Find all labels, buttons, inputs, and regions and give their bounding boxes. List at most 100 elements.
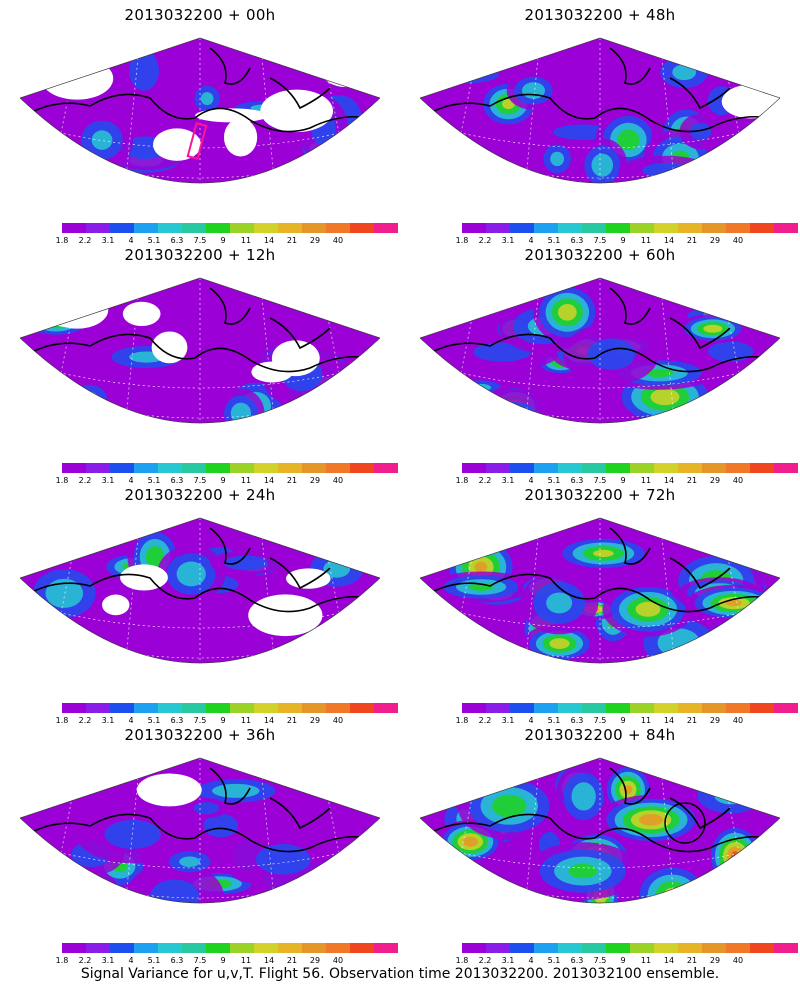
colorbar-swatch xyxy=(374,223,398,233)
colorbar-swatch xyxy=(678,463,702,473)
variance-contour xyxy=(690,122,712,141)
forecast-map xyxy=(20,517,380,664)
colorbar-swatch xyxy=(558,223,582,233)
variance-contour xyxy=(462,782,485,795)
variance-contour xyxy=(420,868,495,903)
colorbar-swatch xyxy=(486,943,510,953)
variance-contour xyxy=(647,874,697,903)
graticule-line xyxy=(420,602,780,629)
colorbar-tick-label: 1.8 xyxy=(455,956,469,965)
colorbar-swatch xyxy=(726,223,750,233)
colorbar-swatch xyxy=(62,223,86,233)
forecast-map xyxy=(420,37,780,184)
blank-region xyxy=(20,47,86,81)
variance-contour xyxy=(664,887,681,902)
colorbar-tick-label: 1.8 xyxy=(455,236,469,245)
map-outline xyxy=(420,277,780,424)
colorbar-tick-label: 5.1 xyxy=(547,716,561,725)
colorbar-labels: 1.8 2.2 3.1 4 5.1 6.3 7.5 9 11 14 21 29 40 xyxy=(448,716,768,726)
colorbar-tick-label: 9 xyxy=(220,476,226,485)
colorbar-labels: 1.8 2.2 3.1 4 5.1 6.3 7.5 9 11 14 21 29 40 xyxy=(48,476,368,486)
colorbar-swatch xyxy=(158,463,182,473)
colorbar-swatch xyxy=(86,943,110,953)
colorbar-tick-label: 6.3 xyxy=(170,956,184,965)
colorbar-tick-label: 1.8 xyxy=(455,476,469,485)
colorbar-tick-label: 9 xyxy=(220,236,226,245)
colorbar-swatch xyxy=(558,703,582,713)
variance-contour xyxy=(492,402,537,423)
map-outline xyxy=(20,757,380,904)
variance-contour xyxy=(642,162,689,178)
colorbar-swatch xyxy=(134,943,158,953)
colorbar-swatch xyxy=(278,463,302,473)
graticule-line xyxy=(121,278,141,423)
colorbar-tick-label: 11 xyxy=(240,476,252,485)
colorbar-tick-label: 3.1 xyxy=(101,476,115,485)
colorbar-swatch xyxy=(534,943,558,953)
coastline xyxy=(29,767,371,853)
colorbar-tick-label: 2.2 xyxy=(478,956,492,965)
colorbar-swatch xyxy=(254,463,278,473)
colorbar-swatch xyxy=(62,943,86,953)
variance-contour xyxy=(39,627,109,662)
coastline xyxy=(429,767,771,853)
variance-contour xyxy=(450,638,467,643)
colorbar-tick-label: 2.2 xyxy=(78,236,92,245)
colorbar-tick-label: 29 xyxy=(709,956,721,965)
colorbar-swatch xyxy=(302,943,326,953)
map-panel: 2013032200 + 72h 1.8 2.2 3.1 4 5.1 6.3 7.5 9 11 14… xyxy=(400,480,800,725)
colorbar-tick-label: 1.8 xyxy=(55,236,69,245)
colorbar-swatch xyxy=(326,703,350,713)
variance-contour xyxy=(441,636,505,663)
colorbar-tick-label: 4 xyxy=(128,716,134,725)
graticule-line xyxy=(121,38,141,183)
colorbar-swatch xyxy=(462,703,486,713)
colorbar-tick-label: 21 xyxy=(286,716,298,725)
colorbar-swatch xyxy=(134,223,158,233)
colorbar-tick-label: 5.1 xyxy=(147,476,161,485)
colorbar-swatch xyxy=(350,703,374,713)
forecast-map xyxy=(20,757,380,904)
colorbar-tick-label: 40 xyxy=(732,716,744,725)
colorbar-swatch xyxy=(230,703,254,713)
graticule-line xyxy=(420,362,780,389)
colorbar xyxy=(462,703,798,713)
colorbar-swatch xyxy=(750,943,774,953)
panel-title: 2013032200 + 60h xyxy=(524,246,676,264)
graticule-line xyxy=(20,122,380,149)
colorbar-swatch xyxy=(230,223,254,233)
variance-contour xyxy=(149,879,200,903)
variance-contour xyxy=(714,631,748,651)
colorbar-labels: 1.8 2.2 3.1 4 5.1 6.3 7.5 9 11 14 21 29 40 xyxy=(448,956,768,966)
variance-contour xyxy=(475,877,497,901)
variance-contour xyxy=(456,878,507,902)
colorbar-swatch xyxy=(750,223,774,233)
colorbar-tick-label: 6.3 xyxy=(570,716,584,725)
variance-contour xyxy=(438,69,484,81)
variance-contour xyxy=(193,802,220,815)
blank-region xyxy=(41,57,114,100)
variance-contour xyxy=(80,391,99,405)
variance-contour xyxy=(462,836,478,847)
colorbar-swatch xyxy=(654,703,678,713)
colorbar-swatch xyxy=(182,223,206,233)
colorbar-tick-label: 7.5 xyxy=(193,476,207,485)
panel-title: 2013032200 + 84h xyxy=(524,726,676,744)
colorbar-swatch xyxy=(134,703,158,713)
colorbar-tick-label: 40 xyxy=(332,476,344,485)
graticule-line xyxy=(420,842,780,869)
graticule-line xyxy=(521,758,541,903)
colorbar-swatch xyxy=(254,223,278,233)
colorbar-tick-label: 2.2 xyxy=(478,236,492,245)
colorbar-swatch xyxy=(654,463,678,473)
colorbar-swatch xyxy=(350,463,374,473)
colorbar-swatch xyxy=(182,703,206,713)
colorbar-swatch xyxy=(606,703,630,713)
variance-contour xyxy=(427,631,490,649)
map-outline xyxy=(420,757,780,904)
colorbar-tick-label: 9 xyxy=(220,956,226,965)
colorbar-tick-label: 40 xyxy=(332,716,344,725)
colorbar-swatch xyxy=(606,223,630,233)
colorbar-swatch xyxy=(374,463,398,473)
colorbar-swatch xyxy=(182,943,206,953)
